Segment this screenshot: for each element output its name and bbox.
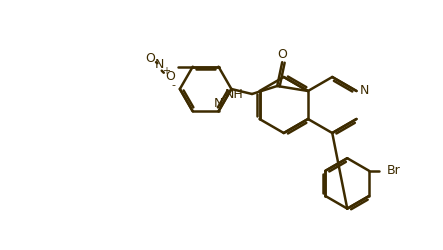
Text: O: O xyxy=(165,70,175,83)
Text: Br: Br xyxy=(387,164,401,177)
Text: -: - xyxy=(172,80,176,90)
Text: N: N xyxy=(360,84,369,98)
Text: +: + xyxy=(162,66,170,76)
Text: N: N xyxy=(155,58,164,71)
Text: O: O xyxy=(277,48,287,61)
Text: NH: NH xyxy=(225,88,244,101)
Text: N: N xyxy=(214,97,223,110)
Text: O: O xyxy=(145,52,155,65)
